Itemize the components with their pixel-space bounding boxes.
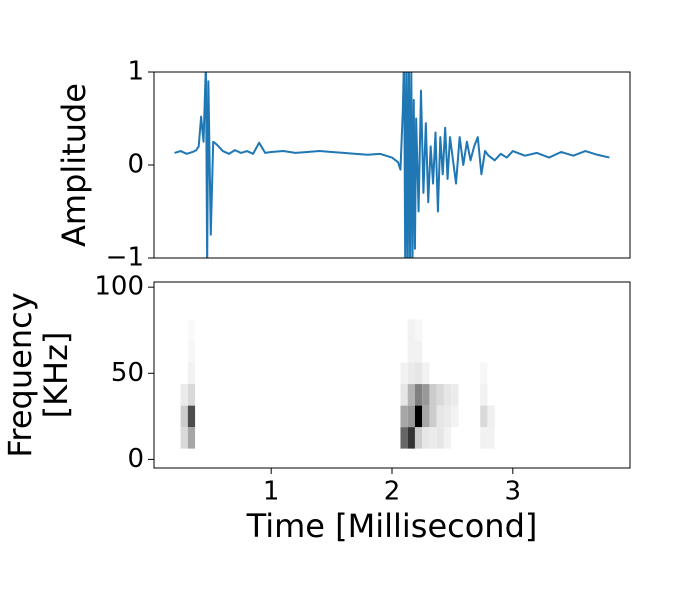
spectrogram-cell	[480, 362, 488, 385]
spectrogram-cell	[400, 384, 408, 406]
spectrogram-cell	[187, 319, 196, 341]
spectrogram-cell	[414, 384, 423, 406]
y-tick-label: 50	[111, 358, 144, 388]
spectrogram-cell	[429, 384, 437, 406]
spectrogram-cell	[414, 405, 423, 428]
spectrogram-cell	[451, 384, 459, 406]
waveform-line	[174, 72, 610, 258]
y-axis-label: Frequency	[1, 292, 39, 457]
spectrogram-cell	[443, 384, 452, 406]
spectrogram-cell	[187, 384, 196, 406]
spectrogram-cell	[429, 405, 437, 428]
spectrogram-cell	[400, 362, 408, 385]
spectrogram-cell	[407, 319, 415, 341]
spectrogram-cell	[414, 340, 423, 363]
spectrogram-cell	[429, 427, 437, 449]
axes-frame	[153, 71, 631, 259]
spectrogram-cell	[180, 427, 188, 449]
spectrogram-cell	[187, 340, 196, 363]
spectrogram-cell	[407, 362, 415, 385]
spectrogram-cell	[407, 405, 415, 428]
spectrogram-cell	[187, 405, 196, 428]
x-tick-label: 2	[384, 477, 401, 507]
spectrogram-cell	[422, 362, 430, 385]
x-tick-label: 3	[505, 477, 522, 507]
spectrogram-cell	[400, 427, 408, 449]
spectrogram-cell	[414, 362, 423, 385]
spectrogram-cell	[443, 427, 452, 449]
spectrogram-cell	[422, 384, 430, 406]
spectrogram-cell	[436, 427, 444, 449]
axes-frame	[153, 281, 631, 469]
y-tick-label: 0	[127, 444, 144, 474]
spectrogram-cell	[480, 405, 488, 428]
y-axis-label: Amplitude	[55, 83, 93, 247]
spectrogram-cell	[400, 405, 408, 428]
spectrogram-cell	[422, 405, 430, 428]
x-axis-label: Time [Millisecond]	[246, 507, 538, 545]
spectrogram-cell	[407, 340, 415, 363]
spectrogram-cell	[436, 405, 444, 428]
y-tick-label: −1	[106, 243, 144, 273]
spectrogram-cell	[422, 427, 430, 449]
spectrogram-cell	[487, 405, 495, 428]
spectrogram-cell	[443, 405, 452, 428]
y-tick-label: 1	[127, 57, 144, 87]
y-tick-label: 0	[127, 150, 144, 180]
spectrogram-cell	[414, 319, 423, 341]
spectrogram-cell	[187, 427, 196, 449]
spectrogram-cell	[180, 405, 188, 428]
y-axis-label: [KHz]	[37, 332, 75, 419]
x-tick-label: 1	[263, 477, 280, 507]
spectrogram-cell	[180, 384, 188, 406]
spectrogram-cell	[436, 384, 444, 406]
spectrogram-cell	[487, 427, 495, 449]
spectrogram-cell	[407, 427, 415, 449]
spectrogram-cell	[407, 384, 415, 406]
spectrogram-cell	[187, 362, 196, 385]
spectrogram-cell	[414, 427, 423, 449]
plot-area	[174, 72, 610, 258]
spectrogram-cell	[451, 405, 459, 428]
plot-area	[180, 319, 495, 449]
y-tick-label: 100	[94, 272, 144, 302]
spectrogram-cell	[480, 384, 488, 406]
spectrogram-cell	[480, 427, 488, 449]
